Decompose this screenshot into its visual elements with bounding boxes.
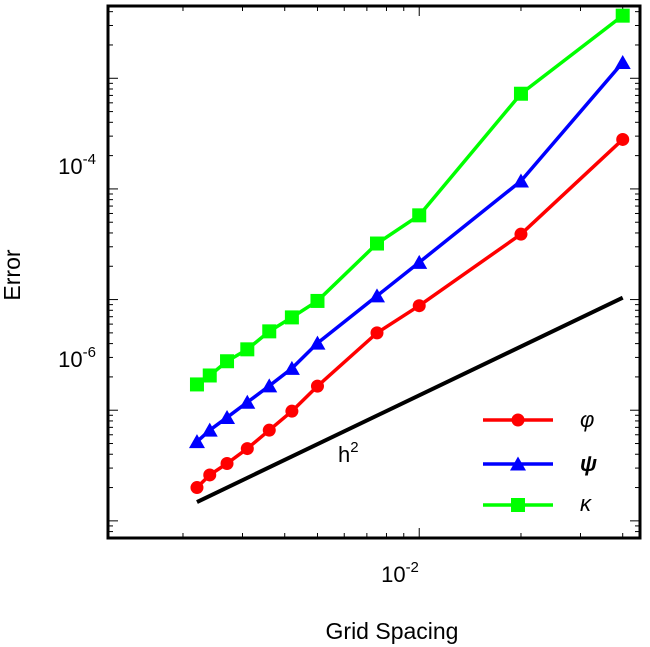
series-1-point	[614, 54, 631, 69]
series-1-point	[239, 394, 256, 409]
series-1-line	[195, 61, 625, 443]
series-0-point	[240, 442, 254, 456]
series-1-point	[201, 422, 218, 437]
series-1-point	[261, 378, 278, 393]
reference-line-label: h2	[338, 439, 359, 467]
series-2-point	[262, 324, 277, 339]
series-0-point	[370, 326, 384, 340]
legend-item-kappa: κ	[483, 491, 592, 516]
series-0-point	[262, 423, 276, 437]
series-1-point	[411, 254, 428, 269]
series-2-point	[189, 377, 204, 392]
series-2-point	[202, 368, 217, 383]
series-0-point	[514, 227, 528, 241]
series-0-point	[616, 132, 630, 146]
series-0	[190, 132, 630, 495]
series-1-point	[368, 288, 385, 303]
legend-phi-label: φ	[580, 407, 594, 432]
series-2-point	[240, 342, 255, 357]
legend-item-phi: φ	[483, 407, 594, 432]
legend: φ ψ κ	[483, 407, 597, 516]
series-2-point	[369, 236, 384, 251]
reference-line-h2	[196, 295, 624, 504]
x-axis-label: Grid Spacing	[326, 618, 459, 644]
series-2-point	[220, 354, 235, 369]
legend-kappa-label: κ	[580, 491, 592, 516]
series-2-point	[615, 8, 630, 23]
legend-phi-marker	[511, 413, 525, 427]
plot-frame	[106, 4, 642, 540]
series-2-point	[310, 293, 325, 308]
y-axis-label: Error	[0, 249, 25, 300]
series-1-point	[283, 360, 300, 375]
series-0-line	[195, 138, 624, 489]
axis-ticks	[108, 6, 640, 539]
series-1-point	[512, 173, 529, 188]
y-tick-label-1e-4: 10-4	[58, 151, 96, 179]
legend-kappa-marker	[511, 498, 525, 512]
series-2-point	[412, 208, 427, 223]
y-tick-label-1e-6: 10-6	[58, 344, 96, 372]
series-0-point	[190, 481, 204, 495]
series-0-point	[285, 404, 299, 418]
series-0-point	[412, 299, 426, 313]
series-layer	[188, 8, 631, 495]
legend-psi-label: ψ	[580, 451, 597, 476]
x-tick-label-1e-2: 10-2	[381, 559, 419, 587]
series-2-point	[284, 310, 299, 325]
series-0-point	[310, 379, 324, 393]
series-2	[189, 8, 630, 392]
series-0-point	[220, 456, 234, 470]
series-1-point	[309, 335, 326, 350]
series-0-point	[203, 468, 217, 482]
legend-item-psi: ψ	[483, 451, 597, 476]
series-1	[188, 54, 631, 449]
legend-psi-marker	[510, 456, 526, 471]
series-1-point	[188, 434, 205, 449]
reference-line-layer	[196, 295, 624, 504]
series-2-point	[513, 86, 528, 101]
series-1-point	[219, 409, 236, 424]
